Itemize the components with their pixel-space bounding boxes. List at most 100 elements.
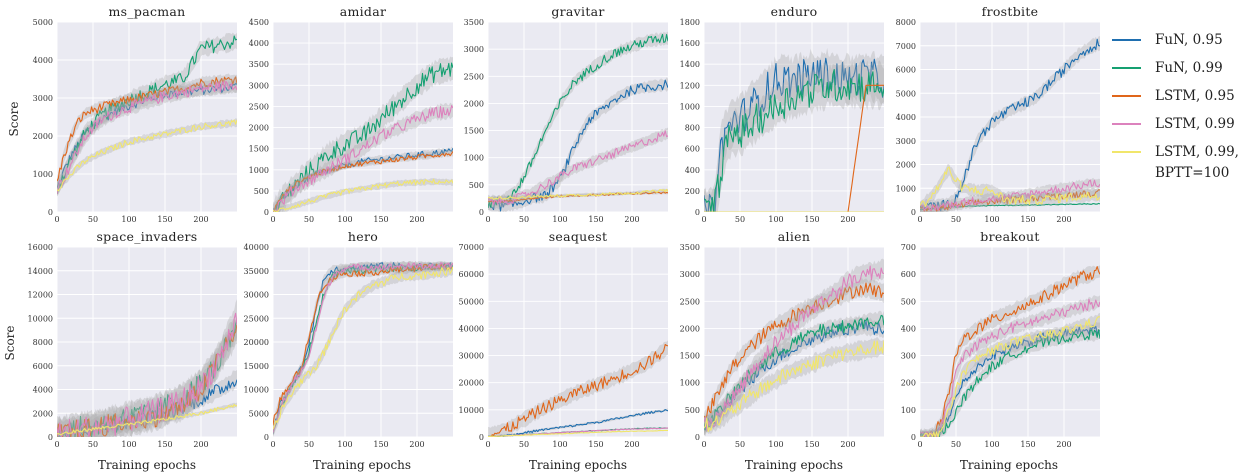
y-tick-label: 2000 — [680, 324, 700, 333]
x-tick-label: 100 — [768, 440, 783, 449]
ylabel-top: Score — [7, 101, 21, 136]
y-tick-label: 10000 — [28, 314, 53, 323]
x-tick-label: 0 — [917, 215, 922, 224]
x-tick-label: 150 — [1020, 215, 1035, 224]
y-tick-label: 3500 — [680, 243, 700, 252]
y-tick-label: 12000 — [28, 291, 53, 300]
x-tick-label: 150 — [157, 440, 172, 449]
y-tick-label: 1000 — [464, 154, 484, 163]
legend: FuN, 0.95 FuN, 0.99 LSTM, 0.95 LSTM, 0.99 LS… — [1112, 32, 1239, 181]
legend-label: FuN, 0.99 — [1155, 60, 1223, 76]
legend-label: FuN, 0.95 — [1155, 32, 1223, 48]
y-tick-label: 3000 — [249, 81, 269, 90]
x-tick-label: 150 — [588, 215, 603, 224]
legend-entry: FuN, 0.99 — [1112, 60, 1223, 76]
y-tick-label: 400 — [685, 166, 700, 175]
series-line — [488, 191, 668, 203]
x-tick-label: 0 — [270, 440, 275, 449]
y-tick-label: 2500 — [249, 102, 269, 111]
x-tick-label: 50 — [304, 440, 314, 449]
x-tick-label: 200 — [193, 215, 208, 224]
panel-gravitar: 0 50 100 150 2000500100015002000250030003500… — [464, 4, 668, 224]
y-tick-label: 1000 — [680, 379, 700, 388]
y-tick-label: 40000 — [244, 243, 269, 252]
series-line — [488, 79, 668, 212]
series-group — [273, 261, 453, 437]
series-band — [57, 118, 237, 193]
series-group — [57, 32, 237, 197]
series-line — [920, 329, 1100, 437]
series-line — [57, 312, 237, 437]
series-band — [273, 261, 453, 436]
x-tick-label: 0 — [701, 440, 706, 449]
y-tick-label: 8000 — [896, 18, 916, 27]
panel-alien: 0 50 100 150 2000500100015002000250030003500… — [680, 229, 884, 449]
x-tick-label: 150 — [1020, 440, 1035, 449]
y-tick-label: 35000 — [244, 267, 269, 276]
y-tick-label: 50000 — [459, 297, 484, 306]
y-tick-label: 2000 — [33, 132, 53, 141]
series-band — [704, 316, 884, 435]
xlabel-col-4: Training epochs — [745, 458, 843, 472]
panel-enduro: 0 50 100 150 200 0 200 400 600 800 1000 1200 1400 160… — [680, 4, 884, 224]
legend-entry: LSTM, 0.95 — [1112, 88, 1235, 104]
x-tick-label: 150 — [157, 215, 172, 224]
panel-breakout: 0 50 100 150 200 0 100 200 300 400 500 600 700 breako… — [901, 229, 1100, 449]
panel-title: breakout — [980, 229, 1039, 244]
series-band — [488, 408, 668, 437]
y-tick-label: 500 — [254, 187, 269, 196]
panel-title: ms_pacman — [108, 4, 185, 19]
series-line — [920, 316, 1100, 437]
x-tick-label: 150 — [588, 440, 603, 449]
series-group — [704, 258, 884, 437]
x-tick-label: 200 — [409, 215, 424, 224]
y-tick-label: 3000 — [464, 45, 484, 54]
x-tick-label: 100 — [337, 440, 352, 449]
y-tick-label: 600 — [901, 270, 916, 279]
panel-hero: 0 50 100 150 200 0 5000 10000 15000 20000 25000 300… — [244, 229, 453, 449]
y-tick-label: 500 — [901, 297, 916, 306]
panels-grid: 0 50 100 150 200010002000300040005000ms_pacm… — [28, 4, 1100, 449]
y-tick-label: 70000 — [459, 243, 484, 252]
x-tick-label: 150 — [373, 440, 388, 449]
y-tick-label: 0 — [479, 433, 484, 442]
legend-entry: FuN, 0.95 — [1112, 32, 1223, 48]
legend-label: BPTT=100 — [1155, 165, 1229, 181]
panel-title: hero — [348, 229, 378, 244]
x-tick-label: 0 — [485, 215, 490, 224]
series-line — [488, 130, 668, 206]
series-band — [57, 32, 237, 196]
y-tick-label: 0 — [264, 433, 269, 442]
x-tick-label: 100 — [984, 215, 999, 224]
series-group — [57, 299, 237, 437]
x-tick-label: 50 — [951, 440, 961, 449]
y-tick-label: 20000 — [244, 338, 269, 347]
plot-area — [488, 22, 668, 212]
panel-title: enduro — [771, 4, 818, 19]
x-tick-label: 50 — [304, 215, 314, 224]
panel-amidar: 0 50 100 150 2000500100015002000250030003500… — [249, 4, 453, 224]
x-tick-label: 200 — [624, 215, 639, 224]
series-line — [273, 62, 453, 212]
series-line — [704, 84, 884, 212]
series-line — [57, 119, 237, 192]
xlabel-col-2: Training epochs — [313, 458, 411, 472]
series-line — [704, 282, 884, 419]
ylabel-bottom: Score — [3, 325, 17, 360]
x-tick-label: 0 — [54, 440, 59, 449]
series-line — [704, 314, 884, 431]
series-line — [488, 188, 668, 200]
series-group — [488, 31, 668, 212]
series-line — [273, 262, 453, 433]
y-tick-label: 1000 — [680, 102, 700, 111]
y-tick-label: 30000 — [459, 352, 484, 361]
series-band — [488, 77, 668, 212]
y-tick-label: 2000 — [464, 99, 484, 108]
x-tick-label: 100 — [121, 440, 136, 449]
y-tick-label: 200 — [901, 379, 916, 388]
x-tick-label: 0 — [485, 440, 490, 449]
panel-seaquest: 0 50 100 150 200 0 10000 20000 30000 40000 50000 60… — [459, 229, 668, 449]
series-line — [57, 80, 237, 195]
series-line — [57, 76, 237, 182]
y-tick-label: 30000 — [244, 291, 269, 300]
